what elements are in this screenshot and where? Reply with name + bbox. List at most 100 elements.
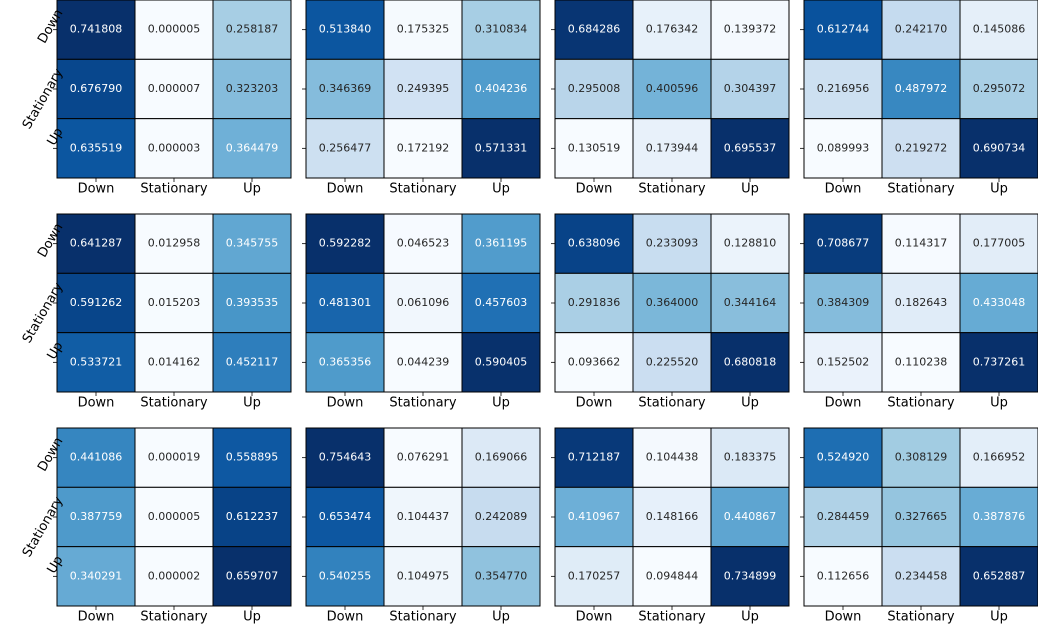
cell-label: 0.481301 — [319, 296, 372, 309]
heatmap-cell — [461, 486, 541, 548]
heatmap-cell — [554, 486, 634, 548]
cell-label: 0.061096 — [397, 296, 450, 309]
cell-label: 0.690734 — [973, 141, 1026, 154]
cell-label: 0.044239 — [397, 355, 450, 368]
cell-label: 0.533721 — [70, 355, 123, 368]
heatmap-cell — [959, 118, 1038, 179]
x-tick-label: Stationary — [389, 610, 457, 625]
x-tick-label: Stationary — [638, 396, 706, 411]
x-tick-label: Up — [990, 610, 1008, 625]
cell-label: 0.345755 — [226, 237, 279, 250]
cell-label: 0.387876 — [973, 510, 1026, 523]
cell-label: 0.680818 — [724, 355, 777, 368]
cell-label: 0.327665 — [895, 510, 948, 523]
cell-label: 0.384309 — [817, 296, 870, 309]
cell-label: 0.354770 — [475, 569, 528, 582]
cell-label: 0.094844 — [646, 569, 699, 582]
heatmap-cell — [881, 427, 961, 488]
heatmap-cell — [134, 427, 214, 488]
x-tick-label: Up — [990, 182, 1008, 197]
cell-label: 0.712187 — [568, 451, 621, 464]
cell-label: 0.364479 — [226, 141, 279, 154]
cell-label: 0.169066 — [475, 451, 528, 464]
x-tick-label: Down — [576, 182, 613, 197]
heatmap-cell — [632, 332, 712, 393]
cell-label: 0.404236 — [475, 82, 528, 95]
cell-label: 0.014162 — [148, 355, 201, 368]
heatmap-cell — [803, 272, 883, 334]
cell-label: 0.104438 — [646, 451, 699, 464]
heatmap-cell — [881, 58, 961, 120]
heatmap-cell — [383, 0, 463, 60]
cell-label: 0.182643 — [895, 296, 948, 309]
heatmap-cell — [959, 58, 1038, 120]
x-tick-label: Up — [243, 396, 261, 411]
heatmap-cell — [710, 58, 790, 120]
cell-label: 0.558895 — [226, 451, 279, 464]
heatmap-cell — [554, 213, 634, 274]
cell-label: 0.641287 — [70, 237, 123, 250]
x-tick-label: Stationary — [389, 396, 457, 411]
heatmap-cell — [554, 0, 634, 60]
cell-label: 0.242170 — [895, 23, 948, 36]
x-tick-label: Down — [576, 396, 613, 411]
cell-label: 0.592282 — [319, 237, 372, 250]
heatmap-cell — [803, 486, 883, 548]
cell-label: 0.175325 — [397, 23, 450, 36]
cell-label: 0.708677 — [817, 237, 870, 250]
cell-label: 0.114317 — [895, 237, 948, 250]
cell-label: 0.737261 — [973, 355, 1026, 368]
cell-label: 0.242089 — [475, 510, 528, 523]
heatmap-cell — [710, 118, 790, 179]
cell-label: 0.340291 — [70, 569, 123, 582]
cell-label: 0.170257 — [568, 569, 621, 582]
cell-label: 0.000007 — [148, 82, 201, 95]
heatmap-cell — [959, 332, 1038, 393]
cell-label: 0.291836 — [568, 296, 621, 309]
heatmap-cell — [710, 546, 790, 607]
cell-label: 0.104437 — [397, 510, 450, 523]
heatmap-cell — [56, 272, 136, 334]
cell-label: 0.295072 — [973, 82, 1026, 95]
cell-label: 0.571331 — [475, 141, 528, 154]
heatmap-cell — [305, 58, 385, 120]
heatmap-cell — [134, 213, 214, 274]
x-tick-label: Down — [327, 396, 364, 411]
heatmap-cell — [56, 332, 136, 393]
heatmap-cell — [383, 118, 463, 179]
heatmap-cell — [305, 0, 385, 60]
cell-label: 0.734899 — [724, 569, 777, 582]
cell-label: 0.139372 — [724, 23, 777, 36]
heatmap-cell — [554, 546, 634, 607]
heatmap-cell — [803, 427, 883, 488]
heatmap-cell — [959, 546, 1038, 607]
cell-label: 0.361195 — [475, 237, 528, 250]
cell-label: 0.000003 — [148, 141, 201, 154]
heatmap-cell — [632, 58, 712, 120]
cell-label: 0.093662 — [568, 355, 621, 368]
x-tick-label: Stationary — [887, 610, 955, 625]
heatmap-cell — [881, 546, 961, 607]
x-tick-label: Stationary — [140, 182, 208, 197]
cell-label: 0.000005 — [148, 510, 201, 523]
cell-label: 0.304397 — [724, 82, 777, 95]
heatmap-panel: 0.741808 0.000005 0.258187 0.676790 0.000007… — [20, 0, 292, 197]
heatmap-panel: 0.712187 0.104438 0.183375 0.410967 0.148166… — [551, 427, 790, 625]
heatmap-cell — [56, 58, 136, 120]
heatmap-cell — [632, 427, 712, 488]
heatmap-cell — [461, 118, 541, 179]
cell-label: 0.000019 — [148, 451, 201, 464]
cell-label: 0.012958 — [148, 237, 201, 250]
cell-label: 0.590405 — [475, 355, 528, 368]
heatmap-cell — [461, 0, 541, 60]
x-tick-label: Down — [78, 396, 115, 411]
cell-label: 0.365356 — [319, 355, 372, 368]
x-tick-label: Up — [243, 182, 261, 197]
x-tick-label: Stationary — [140, 610, 208, 625]
heatmap-cell — [710, 0, 790, 60]
heatmap-cell — [959, 272, 1038, 334]
heatmap-cell — [803, 58, 883, 120]
heatmap-cell — [959, 213, 1038, 274]
cell-label: 0.000005 — [148, 23, 201, 36]
